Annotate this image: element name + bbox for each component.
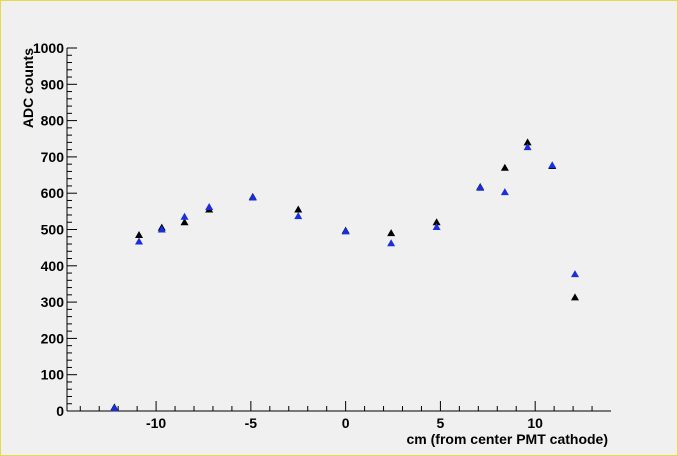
- y-tick-label: 1000: [33, 40, 64, 56]
- y-tick-label: 100: [41, 367, 65, 383]
- data-point-series-2: [500, 188, 509, 196]
- y-tick-label: 300: [41, 294, 65, 310]
- data-point-series-1: [432, 218, 441, 226]
- data-point-series-2: [476, 183, 485, 191]
- data-point-series-2: [205, 202, 214, 210]
- data-point-series-1: [500, 163, 509, 171]
- y-tick-label: 600: [41, 185, 65, 201]
- x-tick-label: 0: [342, 415, 350, 431]
- data-point-series-2: [570, 270, 579, 278]
- data-points: [110, 138, 579, 412]
- data-point-series-2: [523, 143, 532, 151]
- x-tick-label: 5: [437, 415, 445, 431]
- data-point-series-2: [294, 212, 303, 220]
- data-point-series-2: [180, 212, 189, 220]
- data-point-series-2: [387, 239, 396, 247]
- y-tick-label: 700: [41, 149, 65, 165]
- y-tick-label: 900: [41, 76, 65, 92]
- axis-ticks: 0 100 200 300 400 500 600 700 800 900 1000 -10 -5 0 5 1…: [33, 40, 593, 431]
- data-point-series-1: [180, 218, 189, 226]
- x-tick-label: -10: [146, 415, 166, 431]
- y-tick-label: 500: [41, 222, 65, 238]
- plot-area: [67, 48, 611, 411]
- data-point-series-2: [110, 404, 119, 412]
- y-axis-title: ADC counts: [20, 48, 36, 128]
- x-axis-title: cm (from center PMT cathode): [407, 431, 608, 447]
- data-point-series-2: [157, 225, 166, 233]
- data-point-series-2: [548, 161, 557, 169]
- data-point-series-1: [387, 229, 396, 237]
- data-point-series-2: [341, 227, 350, 235]
- x-tick-label: 10: [527, 415, 543, 431]
- data-point-series-2: [432, 222, 441, 230]
- data-point-series-1: [523, 138, 532, 146]
- data-point-series-1: [135, 230, 144, 238]
- data-point-series-2: [248, 193, 257, 201]
- y-tick-label: 400: [41, 258, 65, 274]
- x-tick-label: -5: [245, 415, 258, 431]
- y-tick-label: 0: [56, 403, 64, 419]
- data-point-series-2: [135, 237, 144, 245]
- data-point-series-1: [570, 293, 579, 301]
- y-tick-label: 200: [41, 330, 65, 346]
- y-tick-label: 800: [41, 113, 65, 129]
- data-point-series-1: [294, 205, 303, 213]
